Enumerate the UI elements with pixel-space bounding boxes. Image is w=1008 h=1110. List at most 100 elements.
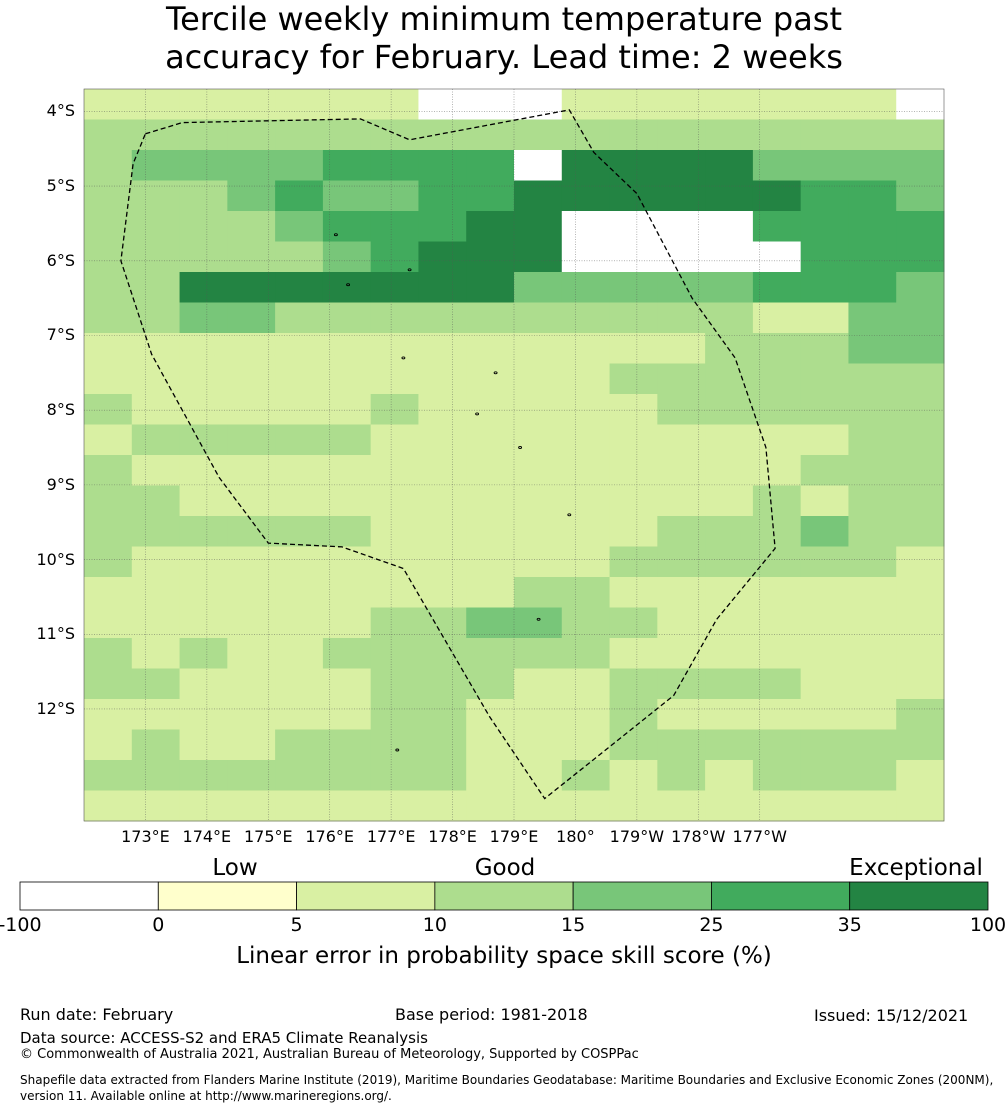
grid-cell bbox=[227, 699, 276, 730]
grid-cell bbox=[322, 485, 372, 517]
grid-cell bbox=[84, 302, 133, 334]
grid-cell bbox=[227, 668, 276, 700]
grid-cell bbox=[179, 668, 228, 700]
grid-cell bbox=[561, 394, 611, 425]
grid-cell bbox=[848, 89, 897, 120]
grid-cell bbox=[800, 272, 849, 303]
grid-cell bbox=[466, 333, 515, 364]
longitude-label: 178°W bbox=[671, 827, 726, 846]
grid-cell bbox=[275, 180, 324, 212]
grid-cell bbox=[370, 790, 419, 822]
grid-cell bbox=[514, 180, 563, 212]
grid-cell bbox=[227, 607, 276, 639]
grid-cell bbox=[466, 638, 515, 669]
grid-cell bbox=[227, 790, 276, 822]
grid-cell bbox=[896, 363, 945, 395]
grid-cell bbox=[466, 302, 515, 334]
latitude-label: 12°S bbox=[36, 698, 75, 718]
grid-cell bbox=[609, 638, 658, 669]
grid-cell bbox=[705, 272, 754, 303]
grid-cell bbox=[752, 729, 802, 761]
longitude-label: 180° bbox=[556, 827, 595, 846]
grid-cell bbox=[84, 211, 133, 242]
grid-cell bbox=[657, 333, 706, 364]
grid-cell bbox=[896, 699, 945, 730]
grid-cell bbox=[848, 516, 897, 547]
grid-cell bbox=[752, 333, 802, 364]
grid-cell bbox=[466, 668, 515, 700]
grid-cell bbox=[800, 424, 849, 456]
colorbar-tick-label: -100 bbox=[0, 914, 42, 936]
grid-cell bbox=[705, 302, 754, 334]
grid-cell bbox=[848, 119, 897, 151]
grid-cell bbox=[752, 516, 802, 547]
grid-cell bbox=[657, 150, 706, 181]
grid-cell bbox=[752, 699, 802, 730]
grid-cell bbox=[848, 546, 897, 578]
grid-cell bbox=[514, 333, 563, 364]
grid-cell bbox=[561, 333, 611, 364]
grid-cell bbox=[896, 333, 945, 364]
grid-cell bbox=[466, 180, 515, 212]
grid-cell bbox=[131, 363, 181, 395]
grid-cell bbox=[418, 211, 467, 242]
grid-cell bbox=[131, 333, 181, 364]
grid-cell bbox=[896, 89, 945, 120]
grid-cell bbox=[657, 302, 706, 334]
grid-cell bbox=[370, 638, 419, 669]
grid-cell bbox=[848, 760, 897, 791]
grid-cell bbox=[752, 424, 802, 456]
longitude-label: 173°E bbox=[121, 827, 170, 846]
grid-cell bbox=[752, 577, 802, 608]
grid-cell bbox=[514, 394, 563, 425]
grid-cell bbox=[418, 302, 467, 334]
grid-cell bbox=[609, 729, 658, 761]
grid-cell bbox=[514, 302, 563, 334]
grid-cell bbox=[84, 119, 133, 151]
grid-cell bbox=[609, 119, 658, 151]
colorbar-tick-label: 0 bbox=[152, 914, 165, 936]
grid-cell bbox=[418, 729, 467, 761]
grid-cell bbox=[370, 424, 419, 456]
grid-cell bbox=[131, 119, 181, 151]
grid-cell bbox=[322, 577, 372, 608]
grid-cell bbox=[84, 607, 133, 639]
grid-cell bbox=[896, 211, 945, 242]
grid-cell bbox=[227, 119, 276, 151]
grid-cell bbox=[84, 333, 133, 364]
grid-cell bbox=[131, 180, 181, 212]
grid-cell bbox=[131, 150, 181, 181]
grid-cell bbox=[514, 790, 563, 822]
grid-cell bbox=[800, 150, 849, 181]
island bbox=[395, 748, 400, 752]
longitude-label: 177°E bbox=[366, 827, 416, 846]
grid-cell bbox=[657, 729, 706, 761]
grid-cell bbox=[609, 760, 658, 791]
grid-cell bbox=[609, 89, 658, 120]
grid-cell bbox=[561, 89, 611, 120]
grid-cell bbox=[657, 180, 706, 212]
grid-cell bbox=[131, 760, 181, 791]
island bbox=[493, 371, 498, 375]
grid-cell bbox=[752, 790, 802, 822]
grid-cell bbox=[561, 607, 611, 639]
grid-cell bbox=[227, 211, 276, 242]
grid-cell bbox=[418, 790, 467, 822]
grid-cell bbox=[609, 211, 658, 242]
grid-cell bbox=[131, 485, 181, 517]
grid-cell bbox=[370, 302, 419, 334]
grid-cell bbox=[322, 241, 372, 273]
grid-cell bbox=[131, 424, 181, 456]
grid-cell bbox=[705, 790, 754, 822]
grid-cell bbox=[848, 638, 897, 669]
grid-cell bbox=[227, 150, 276, 181]
grid-cell bbox=[561, 668, 611, 700]
latitude-label: 6°S bbox=[46, 250, 75, 270]
grid-cell bbox=[896, 760, 945, 791]
grid-cell bbox=[322, 272, 372, 303]
latitude-label: 8°S bbox=[46, 400, 75, 420]
data-source: Data source: ACCESS-S2 and ERA5 Climate … bbox=[20, 1029, 428, 1047]
grid-cell bbox=[800, 577, 849, 608]
grid-cell bbox=[370, 150, 419, 181]
longitude-label: 174°E bbox=[182, 827, 232, 846]
